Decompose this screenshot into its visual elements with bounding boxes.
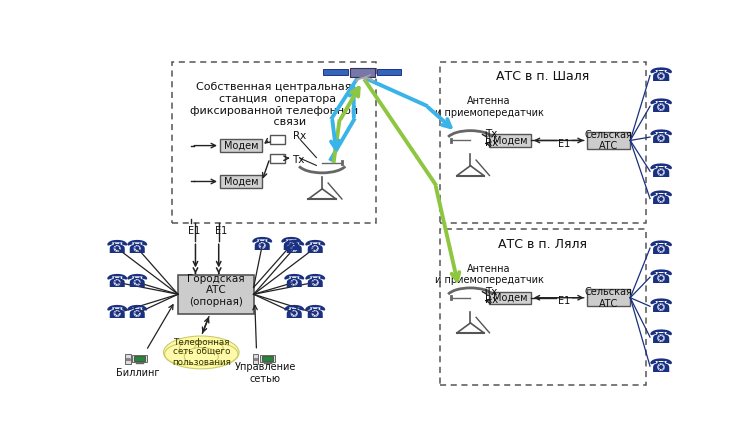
Text: Управление
сетью: Управление сетью <box>235 362 296 384</box>
Text: ☎: ☎ <box>648 268 673 287</box>
Text: ☎: ☎ <box>648 297 673 316</box>
Text: Модем: Модем <box>493 293 527 303</box>
Ellipse shape <box>194 341 224 356</box>
Bar <box>132 355 147 362</box>
Text: ☎: ☎ <box>251 236 274 254</box>
Text: E1: E1 <box>559 296 571 306</box>
Text: ☎: ☎ <box>304 239 326 257</box>
Text: ☎: ☎ <box>304 274 326 291</box>
Text: Tx: Tx <box>485 129 497 139</box>
Bar <box>125 354 130 365</box>
Text: Rx: Rx <box>292 131 306 141</box>
Text: Rx: Rx <box>485 295 498 305</box>
Text: ☎: ☎ <box>283 304 305 322</box>
Text: ☎: ☎ <box>648 162 673 181</box>
Bar <box>489 134 531 147</box>
Bar <box>440 230 646 385</box>
Bar <box>489 292 531 304</box>
Text: Собственная центральная
  станция  оператора
фиксированной телефонной
         с: Собственная центральная станция оператор… <box>190 82 358 127</box>
Ellipse shape <box>164 336 239 369</box>
Text: Биллинг: Биллинг <box>116 368 159 378</box>
Text: ☎: ☎ <box>648 239 673 258</box>
Text: Модем: Модем <box>224 141 258 151</box>
Ellipse shape <box>165 343 206 365</box>
Bar <box>323 69 348 75</box>
Bar <box>260 355 274 362</box>
Text: ☎: ☎ <box>106 304 128 322</box>
Text: ☎: ☎ <box>648 97 673 116</box>
Text: АТС в п. Шаля: АТС в п. Шаля <box>496 71 590 83</box>
Text: ☎: ☎ <box>283 274 305 291</box>
Bar <box>440 62 646 222</box>
Bar <box>586 132 630 149</box>
Text: ☎: ☎ <box>648 189 673 208</box>
Text: АТС в п. Ляля: АТС в п. Ляля <box>498 238 587 251</box>
Text: ☎: ☎ <box>648 66 673 85</box>
Text: Rx: Rx <box>485 138 498 148</box>
Ellipse shape <box>179 341 208 356</box>
Text: Tx: Tx <box>292 155 305 165</box>
Bar <box>134 356 146 361</box>
Bar <box>262 356 273 361</box>
Text: E1: E1 <box>559 139 571 149</box>
Bar <box>350 67 375 76</box>
Ellipse shape <box>196 343 238 365</box>
Text: Tx: Tx <box>485 286 497 297</box>
Text: Телефонная
сеть общего
пользования: Телефонная сеть общего пользования <box>172 337 231 367</box>
Text: ☎: ☎ <box>126 274 148 291</box>
Bar <box>376 69 401 75</box>
Bar <box>220 139 262 152</box>
Bar <box>220 175 262 188</box>
Text: E1: E1 <box>215 226 228 236</box>
Text: ☎: ☎ <box>283 239 305 257</box>
Text: Сельская
АТС: Сельская АТС <box>584 130 632 151</box>
Bar <box>270 135 285 144</box>
Text: ☎: ☎ <box>126 304 148 322</box>
Text: Городская
АТС
(опорная): Городская АТС (опорная) <box>187 274 244 307</box>
Bar <box>178 275 254 314</box>
Text: E1: E1 <box>188 226 200 236</box>
Text: ☎: ☎ <box>106 239 128 257</box>
Bar <box>270 154 285 163</box>
Text: Модем: Модем <box>493 135 527 146</box>
Text: ☎: ☎ <box>648 328 673 346</box>
Text: Модем: Модем <box>224 176 258 186</box>
Text: ☎: ☎ <box>648 127 673 147</box>
Text: Антенна
и приемопередатчик: Антенна и приемопередатчик <box>434 96 544 118</box>
Bar <box>172 62 376 222</box>
Text: Антенна
и приемопередатчик: Антенна и приемопередатчик <box>434 264 544 285</box>
Text: ☎: ☎ <box>304 304 326 322</box>
Ellipse shape <box>184 348 218 365</box>
Text: ☎: ☎ <box>126 239 148 257</box>
Text: Сельская
АТС: Сельская АТС <box>584 287 632 309</box>
Text: ☎: ☎ <box>280 236 302 254</box>
Text: ☎: ☎ <box>648 357 673 376</box>
Bar <box>253 354 259 365</box>
Bar <box>586 289 630 306</box>
Text: ☎: ☎ <box>106 274 128 291</box>
